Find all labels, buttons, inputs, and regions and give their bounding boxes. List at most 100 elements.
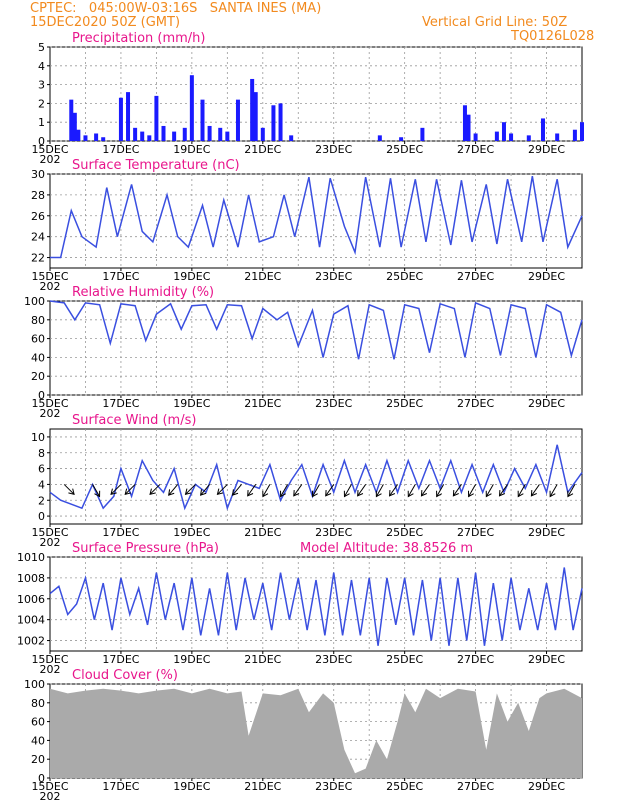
rh-y-tick-label: 40: [31, 351, 45, 364]
rh-x-tick-label: 23DEC: [315, 397, 352, 410]
header-grid-note: Vertical Grid Line: 50Z: [422, 15, 568, 30]
precip-bar: [278, 103, 283, 141]
pressure-y-tick-label: 1010: [17, 551, 45, 564]
wind-arrow-head: [388, 490, 396, 497]
precip-x-tick-label: 15DEC: [31, 143, 68, 156]
wind-arrow: [232, 484, 242, 496]
wind-arrow-head: [452, 490, 459, 497]
wind-arrow-head: [436, 490, 443, 498]
cloud-y-tick-label: 40: [31, 734, 45, 747]
temp-y-tick-label: 24: [31, 231, 45, 244]
header-station-line: CPTEC: 045:00W-03:16S SANTA INES (MA): [30, 1, 322, 16]
wind-arrow: [293, 484, 303, 497]
cloud-y-tick-label: 80: [31, 697, 45, 710]
wind-arrow: [549, 484, 558, 497]
pressure-x-tick-label: 23DEC: [315, 653, 352, 666]
wind-arrow: [517, 484, 526, 497]
rh-year-label: 202: [40, 407, 61, 420]
rh-x-tick-label: 29DEC: [528, 397, 565, 410]
pressure-y-tick-label: 1004: [17, 614, 45, 627]
wind-arrow-head: [124, 488, 131, 496]
precip-x-tick-label: 29DEC: [528, 143, 565, 156]
wind-arrow: [567, 484, 576, 497]
wind-x-tick-label: 25DEC: [386, 526, 423, 539]
wind-arrow-head: [94, 490, 101, 498]
precip-y-tick-label: 4: [38, 60, 45, 73]
cloud-x-tick-label: 23DEC: [315, 780, 352, 793]
precip-y-tick-label: 1: [38, 116, 45, 129]
precip-bar: [466, 114, 471, 141]
precip-bar: [580, 122, 584, 141]
precip-y-tick-label: 0: [38, 135, 45, 148]
precip-bar: [399, 137, 404, 141]
precip-title: Precipitation (mm/h): [72, 31, 205, 46]
precip-bar: [420, 127, 425, 141]
wind-arrow: [531, 484, 540, 497]
wind-arrow: [92, 484, 100, 497]
precip-x-tick-label: 19DEC: [173, 143, 210, 156]
precip-x-tick-label: 17DEC: [102, 143, 139, 156]
precip-bar: [509, 133, 514, 141]
rh-title: Relative Humidity (%): [72, 285, 214, 300]
pressure-x-tick-label: 27DEC: [457, 653, 494, 666]
wind-arrow-head: [293, 490, 300, 497]
precip-bar: [118, 97, 123, 141]
wind-arrow: [485, 484, 494, 497]
wind-x-tick-label: 15DEC: [31, 526, 68, 539]
header-model-id: TQ0126L028: [511, 29, 595, 44]
pressure-y-tick-label: 1002: [17, 635, 45, 648]
wind-y-tick-label: 2: [38, 494, 45, 507]
wind-arrow-head: [468, 490, 474, 498]
precip-bar: [540, 118, 545, 141]
wind-arrow-head: [407, 490, 414, 498]
wind-arrow-head: [357, 490, 364, 497]
precip-bar: [555, 133, 560, 141]
wind-arrow: [421, 484, 430, 497]
pressure-x-tick-label: 19DEC: [173, 653, 210, 666]
precip-bar: [207, 125, 212, 141]
precip-bar: [225, 131, 230, 141]
temp-series-line: [50, 175, 583, 259]
temp-title: Surface Temperature (nC): [72, 158, 240, 173]
wind-year-label: 202: [40, 536, 61, 549]
rh-x-tick-label: 15DEC: [31, 397, 68, 410]
precip-x-tick-label: 21DEC: [244, 143, 281, 156]
wind-arrow-head: [168, 489, 175, 496]
wind-y-tick-label: 10: [31, 431, 45, 444]
temp-x-tick-label: 21DEC: [244, 270, 281, 283]
precip-bar: [501, 122, 506, 141]
cloud-title: Cloud Cover (%): [72, 668, 178, 683]
wind-frame: [49, 428, 583, 525]
temp-y-tick-label: 26: [31, 210, 45, 223]
wind-arrow: [407, 484, 416, 497]
cloud-x-tick-label: 15DEC: [31, 780, 68, 793]
wind-arrow-head: [247, 490, 254, 497]
cloud-year-label: 202: [40, 790, 61, 800]
wind-arrow: [217, 484, 228, 495]
rh-x-tick-label: 25DEC: [386, 397, 423, 410]
wind-title: Surface Wind (m/s): [72, 413, 196, 428]
wind-arrow: [185, 484, 196, 495]
precip-year-label: 202: [40, 153, 61, 166]
wind-x-tick-label: 21DEC: [244, 526, 281, 539]
precip-bar: [83, 135, 88, 141]
wind-arrow: [436, 484, 445, 497]
pressure-x-tick-label: 25DEC: [386, 653, 423, 666]
precip-bar: [154, 95, 159, 141]
pressure-series-line: [49, 567, 583, 646]
wind-arrow: [110, 484, 122, 495]
precip-y-tick-label: 2: [38, 97, 45, 110]
wind-arrow-head: [149, 488, 156, 496]
precip-bar: [69, 99, 74, 141]
wind-arrow: [452, 484, 462, 497]
rh-y-tick-label: 100: [24, 295, 45, 308]
wind-arrow-head: [199, 489, 207, 496]
wind-arrow: [312, 484, 320, 497]
precip-bar: [133, 127, 138, 141]
wind-arrow-head: [231, 489, 239, 496]
pressure-x-tick-label: 29DEC: [528, 653, 565, 666]
wind-arrow: [375, 484, 384, 497]
wind-arrow: [468, 484, 477, 497]
temp-x-tick-label: 29DEC: [528, 270, 565, 283]
